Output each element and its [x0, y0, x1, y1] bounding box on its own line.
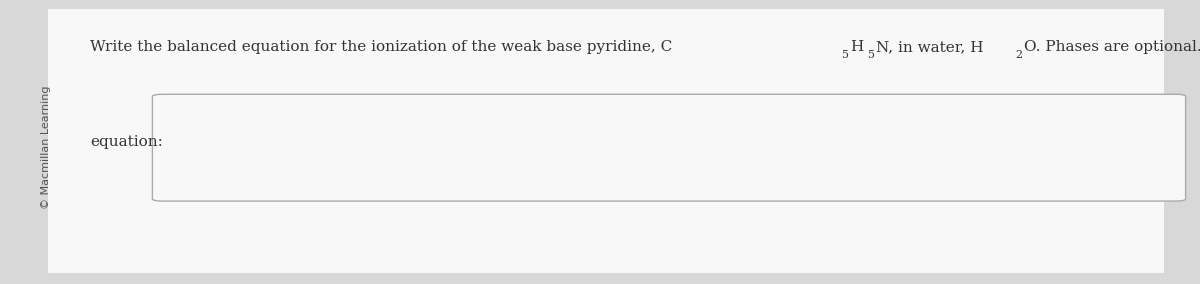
FancyBboxPatch shape — [48, 9, 1164, 273]
Text: O. Phases are optional.: O. Phases are optional. — [1024, 40, 1200, 54]
Text: Write the balanced equation for the ionization of the weak base pyridine, C: Write the balanced equation for the ioni… — [90, 40, 672, 54]
Text: 2: 2 — [1015, 50, 1022, 60]
Text: N, in water, H: N, in water, H — [876, 40, 984, 54]
Text: 5: 5 — [868, 50, 875, 60]
FancyBboxPatch shape — [152, 94, 1186, 201]
Text: H: H — [851, 40, 864, 54]
Text: equation:: equation: — [90, 135, 163, 149]
Text: © Macmillan Learning: © Macmillan Learning — [41, 86, 50, 209]
Text: 5: 5 — [841, 50, 848, 60]
